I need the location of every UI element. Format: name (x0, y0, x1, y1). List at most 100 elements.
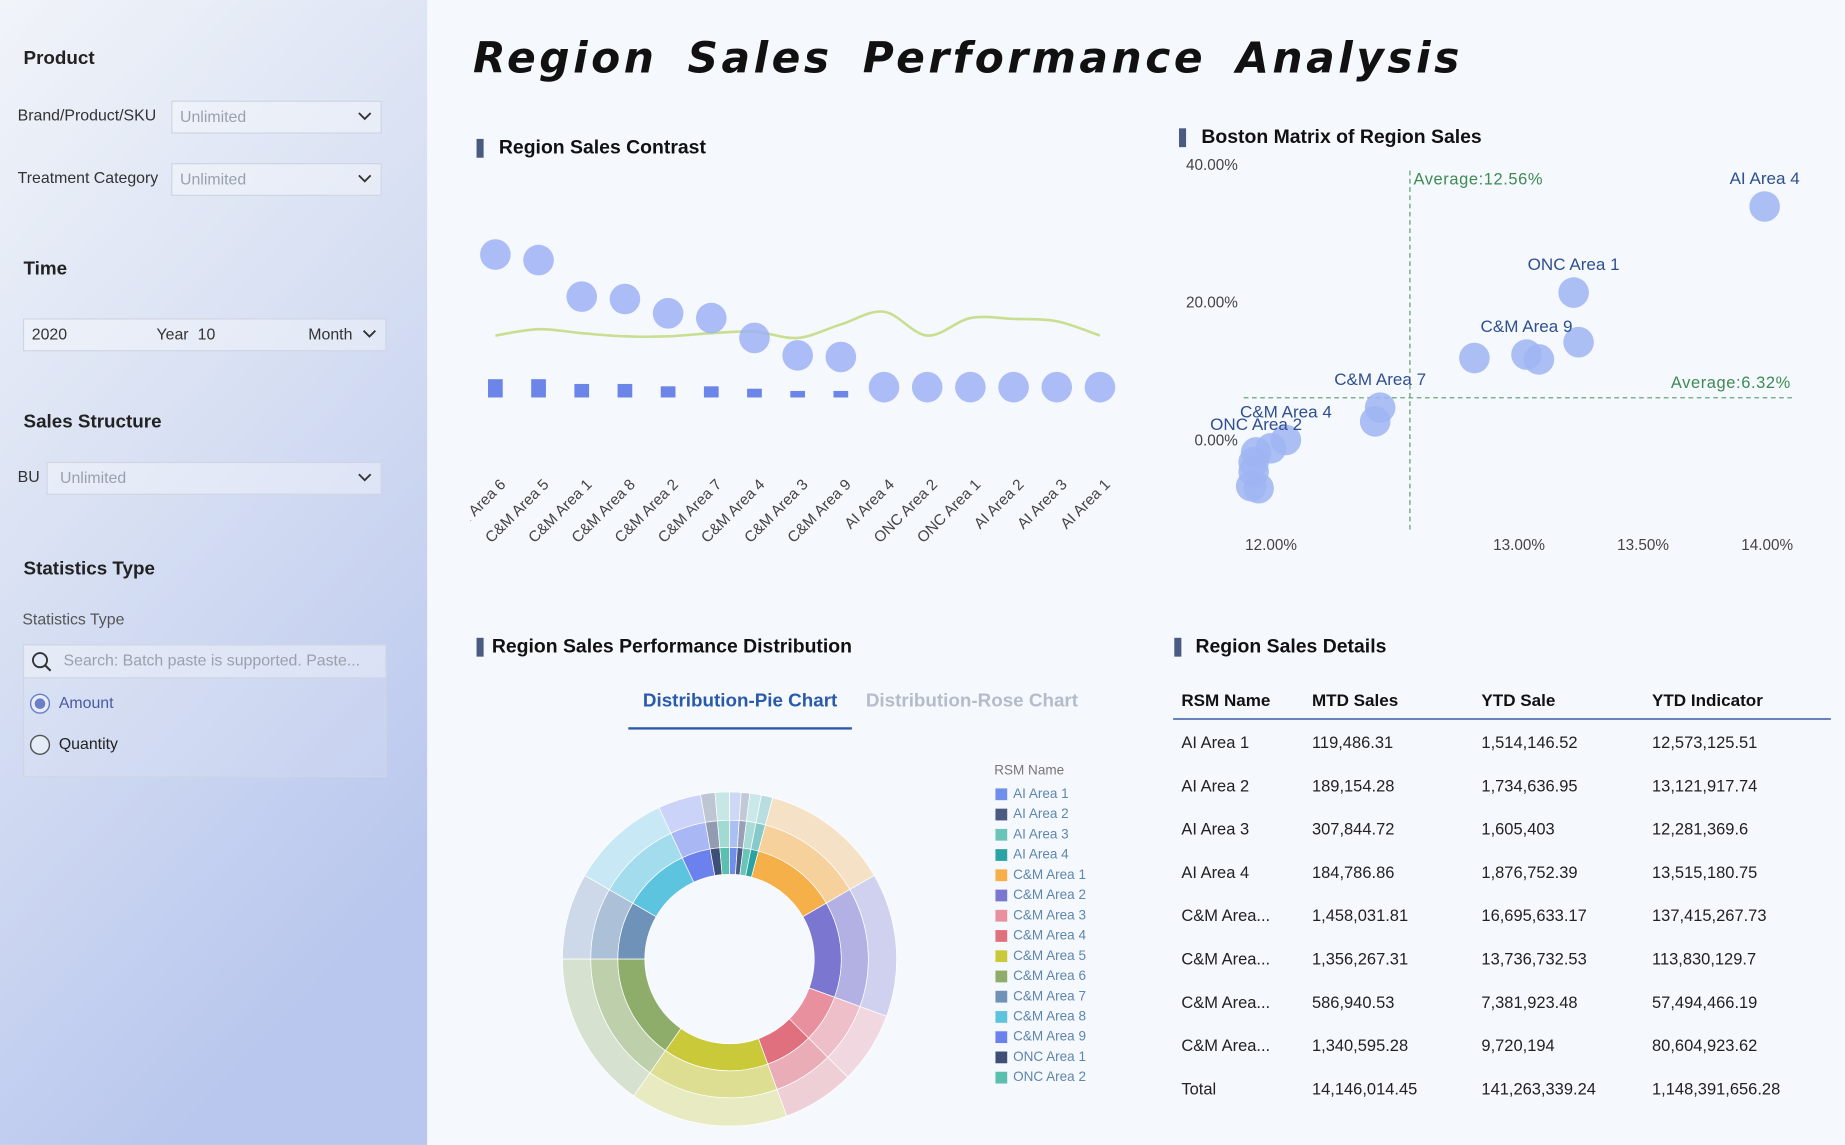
bubble (566, 281, 598, 312)
bubble (782, 340, 813, 371)
sidebar (0, 0, 428, 1145)
legend-swatch (995, 1071, 1008, 1084)
chevron (358, 112, 372, 121)
legend-swatch (995, 950, 1008, 963)
legend-label[interactable]: C&M Area 4 (1013, 928, 1086, 943)
table-cell: 1,514,146.52 (1481, 734, 1577, 752)
section-marker (476, 138, 484, 158)
table-cell: 9,720,194 (1481, 1037, 1554, 1055)
point (1558, 277, 1589, 308)
x-tick-label: 13.00% (1493, 537, 1545, 554)
legend-label[interactable]: C&M Area 5 (1013, 948, 1086, 963)
legend-swatch (995, 828, 1008, 841)
field-label: Treatment Category (18, 170, 159, 187)
legend-label[interactable]: AI Area 4 (1013, 847, 1069, 862)
year-unit: Year (156, 327, 189, 344)
table-cell: 13,121,917.74 (1652, 777, 1757, 795)
point (1235, 470, 1267, 502)
pie-slice (714, 791, 730, 822)
point-label: C&M Area 7 (1334, 370, 1426, 389)
table-cell: 113,830,129.7 (1652, 951, 1756, 969)
line (495, 310, 1101, 340)
legend-label[interactable]: ONC Area 1 (1013, 1049, 1086, 1064)
table-cell: 1,876,752.39 (1481, 864, 1577, 882)
legend-label[interactable]: C&M Area 9 (1013, 1029, 1086, 1044)
legend-label[interactable]: C&M Area 8 (1013, 1009, 1086, 1024)
year-value: 2020 (32, 327, 67, 344)
legend-label[interactable]: AI Area 3 (1013, 826, 1069, 841)
bar (660, 386, 676, 398)
select[interactable] (171, 100, 382, 134)
table-cell: C&M Area... (1181, 951, 1270, 969)
legend-label[interactable]: C&M Area 2 (1013, 887, 1086, 902)
section-title: Time (24, 257, 68, 278)
legend-title: RSM Name (994, 762, 1064, 777)
table-cell: C&M Area... (1181, 994, 1270, 1012)
reference-label: Average:6.32% (1671, 374, 1791, 392)
y-tick-label: 20.00% (1186, 295, 1238, 312)
legend-label[interactable]: C&M Area 7 (1013, 988, 1086, 1003)
field-label: BU (18, 469, 40, 486)
legend-label[interactable]: AI Area 2 (1013, 806, 1069, 821)
search-placeholder: Search: Batch paste is supported. Paste.… (64, 653, 361, 670)
select[interactable] (46, 461, 382, 495)
radio-group: Amount Quantity (29, 693, 118, 755)
table-header: YTD Indicator (1652, 691, 1763, 710)
legend-label[interactable]: ONC Area 2 (1013, 1069, 1086, 1084)
table-cell: 586,940.53 (1312, 994, 1394, 1012)
x-tick-label: 14.00% (1741, 537, 1793, 554)
section-title: Statistics Type (24, 558, 155, 579)
point-label: C&M Area 4 (1240, 402, 1332, 421)
select-value: Unlimited (180, 109, 246, 126)
table-cell: AI Area 4 (1181, 864, 1249, 882)
radio[interactable] (29, 734, 51, 755)
radio-label: Amount (59, 695, 114, 712)
legend-label[interactable]: C&M Area 3 (1013, 907, 1086, 922)
bubble (652, 298, 684, 329)
radio-dot (34, 698, 46, 709)
pie-slice (717, 819, 730, 849)
legend-swatch (995, 869, 1008, 882)
section-title: Sales Structure (24, 410, 162, 431)
point (1523, 344, 1555, 375)
tab-underline (628, 727, 852, 730)
bubble (868, 371, 900, 403)
legend-label[interactable]: C&M Area 6 (1013, 968, 1086, 983)
table-title: Region Sales Details (1195, 635, 1386, 657)
bar (833, 390, 849, 398)
legend-label[interactable]: C&M Area 1 (1013, 867, 1086, 882)
bar (617, 383, 633, 398)
table-cell: 1,605,403 (1481, 821, 1554, 839)
radio-label: Quantity (59, 736, 118, 753)
bar (488, 379, 503, 398)
point (1359, 406, 1391, 437)
select[interactable] (171, 163, 382, 196)
search-icon (32, 652, 49, 669)
x-tick-label: 13.50% (1617, 537, 1669, 554)
date-picker[interactable] (22, 318, 387, 352)
table-cell: 57,494,466.19 (1652, 994, 1757, 1012)
section-marker (476, 637, 484, 657)
legend-label[interactable]: AI Area 1 (1013, 786, 1069, 801)
table-cell: 1,356,267.31 (1312, 951, 1408, 969)
tab[interactable]: Distribution-Rose Chart (866, 689, 1079, 710)
search-box[interactable] (22, 644, 387, 679)
table-cell: 307,844.72 (1312, 821, 1394, 839)
table-cell: 1,148,391,656.28 (1652, 1080, 1780, 1098)
chevron (362, 330, 377, 338)
y-tick-label: 40.00% (1186, 157, 1238, 174)
table-cell: 80,604,923.62 (1652, 1037, 1757, 1055)
table-cell: 141,263,339.24 (1481, 1080, 1595, 1098)
bubble (695, 302, 727, 334)
point-label: ONC Area 1 (1528, 255, 1620, 274)
table-cell: 184,786.86 (1312, 864, 1394, 882)
bar (574, 383, 590, 398)
table-cell: 14,146,014.45 (1312, 1080, 1417, 1098)
table-cell: 137,415,267.73 (1652, 907, 1766, 925)
legend-swatch (995, 970, 1008, 983)
table-cell: 1,458,031.81 (1312, 907, 1408, 925)
section-title: Product (24, 47, 96, 68)
tab[interactable]: Distribution-Pie Chart (643, 689, 838, 710)
table-cell: 1,734,636.95 (1481, 777, 1577, 795)
